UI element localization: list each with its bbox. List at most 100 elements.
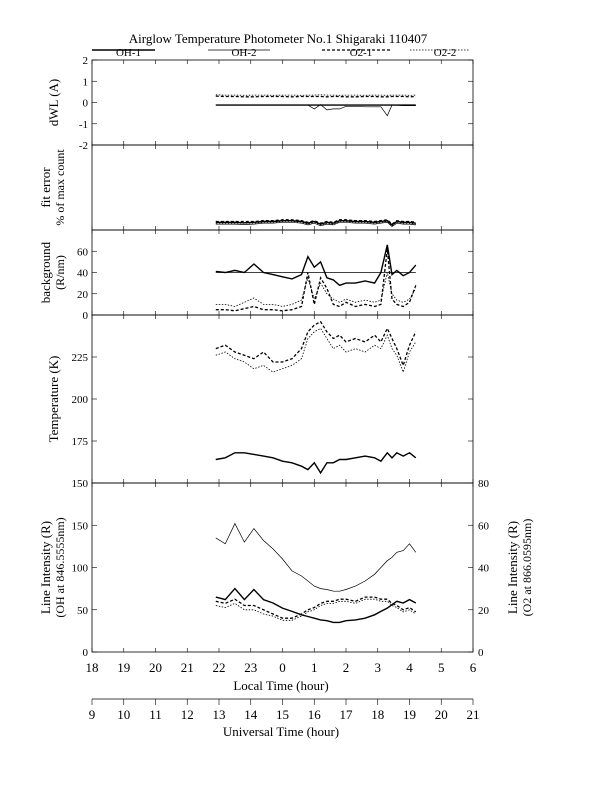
legend-label: OH-1: [116, 47, 141, 59]
series-line-o2-2: [215, 272, 417, 307]
universal-time-tick-label: 16: [308, 707, 322, 722]
local-time-tick-label: 6: [470, 660, 477, 675]
local-time-tick-label: 18: [86, 660, 99, 675]
series-line-oh-2: [215, 104, 416, 117]
universal-time-tick-label: 10: [117, 707, 130, 722]
y-axis-label: fit error: [38, 167, 53, 208]
universal-time-tick-label: 15: [276, 707, 289, 722]
y-right-tick-label: 80: [478, 478, 490, 490]
local-time-tick-label: 4: [406, 660, 413, 675]
local-time-tick-label: 5: [438, 660, 445, 675]
series-line-o2-1: [215, 249, 417, 312]
series-line-oh-2: [215, 221, 416, 228]
universal-time-tick-label: 19: [403, 707, 416, 722]
local-time-tick-label: 1: [311, 660, 318, 675]
local-time-axis: 18 19 20 21 22 23 0 1 2 3 4 5 6: [86, 660, 477, 675]
universal-time-axis-label: Universal Time (hour): [223, 724, 339, 739]
panel-frame: [91, 144, 474, 231]
y-tick-label: 0: [83, 310, 89, 322]
legend-item-o2-1: O2-1: [322, 47, 390, 59]
series-line-oh-1: [215, 244, 417, 287]
panel-frame: [91, 59, 474, 146]
y-tick-label: 200: [72, 394, 89, 406]
local-time-tick-label: 20: [149, 660, 162, 675]
y-axis-right-label-sub: (O2 at 866.0595nm): [520, 519, 534, 617]
local-time-tick-label: 0: [279, 660, 286, 675]
y-tick-label: 0: [83, 98, 89, 110]
y-tick-label: 2: [83, 55, 89, 67]
series-line-oh-1: [215, 219, 416, 226]
local-time-tick-label: 19: [117, 660, 130, 675]
y-right-tick-label: 60: [478, 520, 490, 532]
panel-frame: [91, 482, 474, 653]
universal-time-tick-label: 12: [181, 707, 194, 722]
y-axis-label-sub: (R/nm): [53, 255, 67, 290]
chart-title: Airglow Temperature Photometer No.1 Shig…: [129, 31, 428, 46]
series-line-o2-2: [215, 94, 416, 96]
y-tick-label: -1: [79, 119, 88, 131]
y-axis-label: Temperature (K): [46, 356, 61, 443]
universal-time-axis: 9 10 11 12 13 14 15 16 17 18 19 20 21: [89, 698, 480, 722]
y-axis-right-label: Line Intensity (R): [505, 521, 520, 614]
y-tick-label: -2: [79, 140, 88, 152]
series-line-o2-1: [215, 95, 416, 98]
universal-time-tick-label: 20: [435, 707, 448, 722]
series-line-o2-1: [215, 596, 417, 619]
universal-time-tick-label: 18: [371, 707, 384, 722]
local-time-tick-label: 22: [213, 660, 226, 675]
series-line-oh-2: [215, 452, 417, 474]
universal-time-tick-label: 9: [89, 707, 96, 722]
legend-item-o2-2: O2-2: [410, 47, 470, 59]
series-line-o2-2: [215, 598, 417, 621]
panel-background: 60 40 20 0 background (R/nm): [38, 229, 474, 322]
y-axis-label-sub: % of max count: [53, 149, 67, 226]
y-axis-label: background: [38, 241, 53, 303]
universal-time-tick-label: 21: [467, 707, 480, 722]
legend-item-oh-1: OH-1: [92, 47, 155, 59]
series-line-o2-1: [215, 219, 416, 225]
universal-time-tick-label: 17: [340, 707, 354, 722]
series-line-o2-2: [215, 327, 417, 374]
legend-item-oh-2: OH-2: [208, 47, 270, 59]
local-time-tick-label: 21: [181, 660, 194, 675]
legend-label: OH-2: [231, 47, 256, 59]
universal-time-tick-label: 11: [149, 707, 162, 722]
y-tick-label: 40: [77, 268, 89, 280]
local-time-tick-label: 23: [244, 660, 257, 675]
y-right-tick-label: 0: [478, 647, 484, 659]
y-right-tick-label: 20: [478, 605, 490, 617]
series-line-o2-1: [215, 320, 417, 368]
local-time-tick-label: 2: [343, 660, 350, 675]
legend-label: O2-2: [434, 47, 457, 59]
y-tick-label: 175: [72, 436, 89, 448]
panel-temperature: 225 200 175 150 Temperature (K): [46, 314, 474, 490]
y-tick-label: 100: [72, 563, 89, 575]
y-tick-label: 150: [72, 520, 89, 532]
series-line-o2-2: [215, 221, 416, 227]
y-tick-label: 0: [83, 647, 89, 659]
y-right-tick-label: 40: [478, 563, 490, 575]
panel-dwl: 2 1 0 -1 -2 dWL (A): [46, 55, 474, 152]
series-line-oh-1: [215, 451, 417, 475]
y-axis-label: Line Intensity (R): [38, 521, 53, 614]
y-axis-label: dWL (A): [46, 79, 61, 127]
panel-fit-error: fit error% of max count: [38, 144, 474, 231]
y-tick-label: 20: [77, 289, 89, 301]
universal-time-tick-label: 13: [213, 707, 226, 722]
local-time-axis-label: Local Time (hour): [233, 678, 328, 693]
panel-frame: [91, 314, 474, 484]
y-axis-label-sub: (OH at 846.5555nm): [53, 517, 67, 617]
series-line-oh-2: [215, 522, 417, 592]
y-tick-label: 1: [83, 76, 89, 88]
y-tick-label: 225: [72, 352, 89, 364]
legend: OH-1 OH-2 O2-1 O2-2: [92, 47, 470, 59]
universal-time-tick-label: 14: [244, 707, 258, 722]
y-tick-label: 60: [77, 246, 89, 258]
series-line-oh-1: [215, 587, 417, 624]
legend-label: O2-1: [350, 47, 373, 59]
y-tick-label: 50: [77, 605, 89, 617]
local-time-tick-label: 3: [375, 660, 382, 675]
y-tick-label: 150: [72, 478, 89, 490]
